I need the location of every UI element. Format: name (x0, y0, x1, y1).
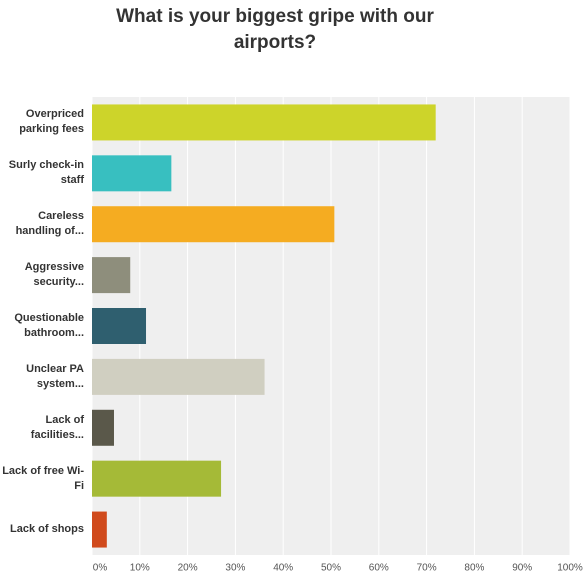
y-tick-label: Lack of shops (2, 510, 84, 550)
x-tick-label: 30% (225, 563, 245, 574)
x-tick-label: 40% (273, 563, 293, 574)
y-tick-label: Overpriced parking fees (2, 102, 84, 142)
label-text: Surly check-in staff (8, 159, 84, 187)
bar (92, 409, 114, 446)
y-tick-label: Aggressive security... (2, 255, 84, 295)
x-tick-label: 50% (321, 563, 341, 574)
bar (92, 460, 222, 497)
bar (92, 257, 131, 294)
x-tick-label: 80% (464, 563, 484, 574)
x-tick-label: 0% (93, 563, 108, 574)
x-tick-label: 90% (512, 563, 532, 574)
y-tick-label: Lack of free Wi-Fi (2, 459, 84, 499)
y-tick-label: Unclear PA system... (2, 357, 84, 397)
x-tick-label: 20% (178, 563, 198, 574)
y-tick-label: Questionable bathroom... (2, 306, 84, 346)
bar (92, 308, 147, 344)
chart-title: What is your biggest gripe with our airp… (116, 6, 434, 53)
label-text: Lack of free Wi-Fi (2, 464, 84, 492)
y-tick-label: Surly check-in staff (2, 153, 84, 193)
bar (92, 358, 265, 395)
label-text: Overpriced parking fees (19, 108, 84, 136)
x-tick-label: 10% (130, 563, 150, 574)
x-tick-label: 100% (557, 563, 583, 574)
y-tick-label: Careless handling of... (2, 204, 84, 244)
label-text: Questionable bathroom... (14, 312, 84, 339)
label-text: Lack of shops (10, 523, 84, 536)
label-text: Unclear PA system... (26, 362, 84, 390)
bar (92, 104, 436, 141)
y-tick-label: Lack of facilities... (2, 408, 84, 448)
label-text: Lack of facilities... (30, 413, 84, 441)
label-text: Careless handling of... (15, 210, 84, 238)
bar (92, 155, 172, 192)
x-tick-label: 70% (417, 563, 437, 574)
label-text: Aggressive security... (24, 261, 84, 289)
bar (92, 511, 107, 548)
x-tick-label: 60% (369, 563, 389, 574)
bar (92, 206, 335, 243)
